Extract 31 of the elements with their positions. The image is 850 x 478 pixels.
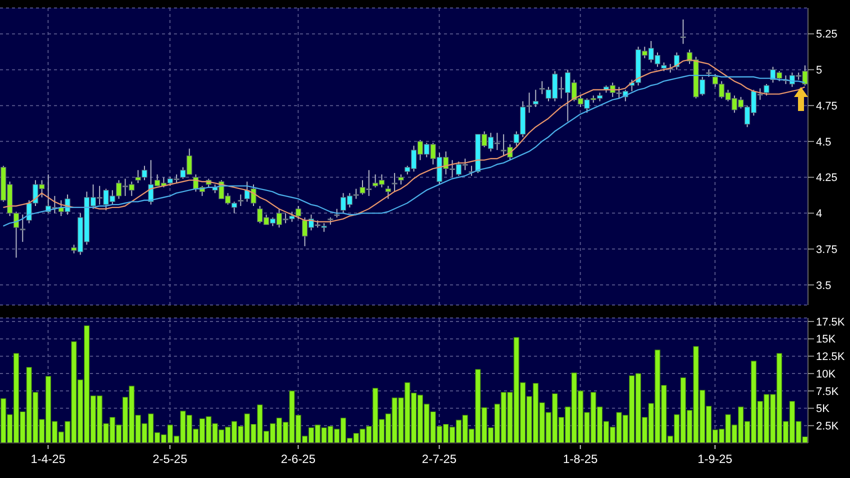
y-tick-label: 4 [816, 208, 822, 220]
x-tick-label: 1-9-25 [698, 452, 733, 466]
y-tick-label: 17.5K [816, 316, 846, 328]
candlestick [385, 185, 391, 200]
candlestick [392, 172, 398, 192]
candlestick [20, 214, 26, 242]
candlestick [296, 206, 302, 220]
x-tick-label: 2-5-25 [152, 452, 188, 466]
y-tick-label: 4.25 [816, 172, 838, 184]
candlestick [532, 89, 538, 108]
x-tick-label: 1-4-25 [30, 452, 66, 466]
candlestick [539, 80, 545, 95]
x-tick-label: 2-7-25 [422, 452, 457, 466]
y-tick-label: 2.5K [816, 420, 840, 433]
y-tick-label: 15K [816, 334, 836, 346]
x-tick-label: 1-8-25 [563, 452, 598, 466]
y-tick-label: 10K [816, 368, 836, 380]
y-tick-label: 12.5K [816, 351, 846, 364]
x-tick-label: 2-6-25 [280, 452, 316, 466]
y-tick-label: 3.5 [816, 280, 832, 292]
candlestick [680, 18, 686, 44]
candlestick [764, 84, 770, 96]
y-tick-label: 4.75 [816, 100, 838, 112]
y-tick-label: 4.5 [816, 136, 832, 148]
y-tick-label: 5K [816, 403, 830, 416]
y-tick-label: 5.25 [816, 28, 838, 41]
candlestick [398, 174, 404, 185]
y-tick-label: 5 [816, 64, 822, 77]
y-tick-label: 7.5K [816, 386, 840, 398]
candlestick [238, 194, 244, 206]
y-tick-label: 3.75 [816, 244, 838, 256]
